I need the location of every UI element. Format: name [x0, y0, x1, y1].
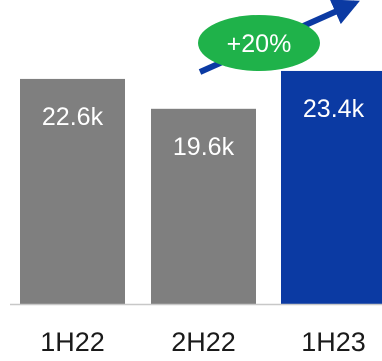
bar-1h22	[20, 78, 125, 304]
x-tick-label-1h23: 1H23	[301, 327, 366, 357]
value-label-1h23: 23.4k	[303, 95, 365, 123]
growth-badge	[198, 15, 320, 71]
bars-group	[20, 70, 382, 304]
value-label-2h22: 19.6k	[173, 133, 235, 161]
growth-annotation: +20%	[198, 0, 360, 75]
bar-2h22	[151, 108, 256, 304]
x-tick-label-2h22: 2H22	[171, 327, 236, 357]
growth-badge-text: +20%	[227, 30, 292, 58]
value-labels-group: 22.6k 19.6k 23.4k	[42, 95, 365, 161]
value-label-1h22: 22.6k	[42, 103, 104, 131]
x-tick-label-1h22: 1H22	[40, 327, 105, 357]
x-tick-labels-group: 1H22 2H22 1H23	[40, 327, 366, 357]
bar-1h23	[281, 70, 382, 304]
